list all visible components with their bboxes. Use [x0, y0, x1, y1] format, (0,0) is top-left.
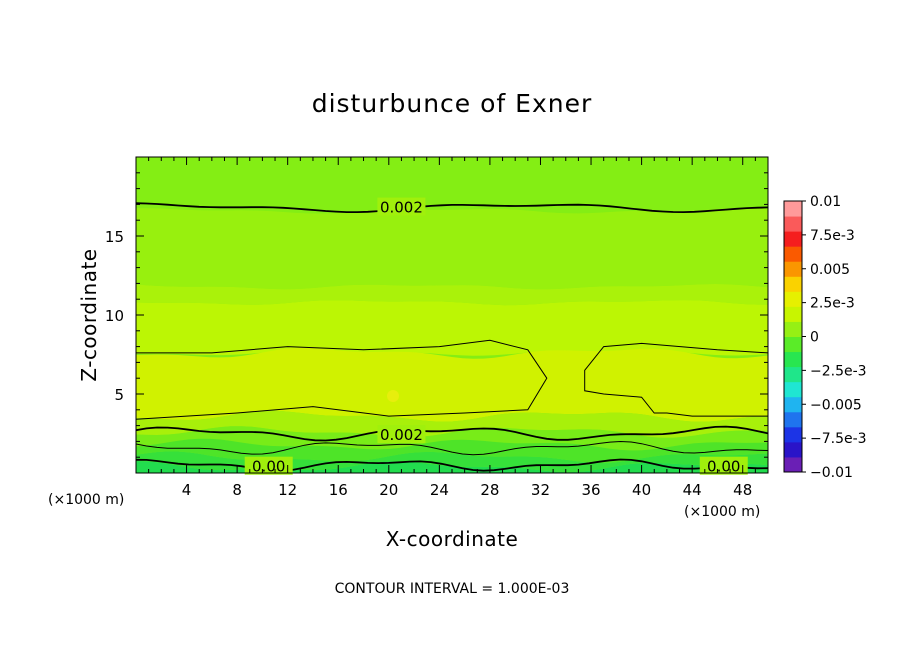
x-tick-label: 12: [278, 481, 297, 499]
x-unit-right: (×1000 m): [684, 504, 760, 520]
x-tick-label: 28: [480, 481, 499, 499]
y-tick-label: 15: [105, 228, 124, 246]
x-tick-label: 16: [329, 481, 348, 499]
y-tick-label: 5: [114, 386, 124, 404]
contour-label-bg: [244, 456, 293, 475]
contour-label: 0.00: [252, 458, 285, 476]
colorbar-segment: [784, 291, 802, 307]
x-axis-ticks: 4 8 12 16 20 24 28 32 36 40 44 48: [135, 157, 769, 499]
colorbar-segment: [784, 321, 802, 337]
colorbar-segment: [784, 456, 802, 473]
contour-band: [136, 347, 768, 422]
x-tick-label: 44: [683, 481, 702, 499]
contour-label: 0.002: [380, 426, 423, 444]
colorbar-segment: [784, 351, 802, 368]
contour-labels: 0.002 0.002 0.00 0.00: [244, 197, 748, 476]
chart-title: disturbunce of Exner: [312, 89, 593, 118]
contour-lines: [136, 202, 768, 472]
colorbar-segment: [784, 306, 802, 322]
x-tick-label: 20: [379, 481, 398, 499]
colorbar: 0.01 7.5e-3 0.005 2.5e-3 0 −2.5e-3 −0.005 −7.5e…: [783, 194, 867, 481]
plot-area: [136, 157, 768, 473]
contour-line: [136, 202, 768, 214]
colorbar-tick-label: −2.5e-3: [810, 363, 867, 379]
contour-band: [136, 410, 768, 438]
colorbar-segment: [784, 261, 802, 277]
contour-line-closed: [136, 339, 548, 420]
colorbar-tick-label: −0.01: [810, 465, 853, 481]
x-tick-label: 4: [182, 481, 192, 499]
colorbar-segment: [784, 216, 802, 232]
colorbar-segment: [784, 366, 802, 383]
contour-band: [136, 284, 768, 306]
contour-label: 0.002: [380, 199, 423, 217]
contour-label-bg: [377, 197, 426, 216]
x-unit-left: (×1000 m): [48, 492, 124, 508]
colorbar-tick-label: 0: [810, 330, 819, 346]
contour-line: [136, 440, 768, 456]
x-axis-label: X-coordinate: [386, 527, 519, 551]
colorbar-segment: [784, 336, 802, 353]
colorbar-tick-label: 7.5e-3: [810, 228, 855, 244]
contour-band: [136, 208, 768, 290]
local-maximum-spot: [387, 390, 399, 402]
x-tick-label: 36: [581, 481, 600, 499]
colorbar-tick-label: −0.005: [810, 397, 862, 413]
contour-label-bg: [699, 456, 748, 475]
y-axis-ticks: 5 10 15: [105, 156, 768, 474]
contour-line: [136, 458, 768, 472]
colorbar-tick-label: 0.005: [810, 262, 850, 278]
colorbar-tick-label: −7.5e-3: [810, 431, 867, 447]
colorbar-segment: [784, 381, 802, 398]
colorbar-tick-label: 0.01: [810, 194, 841, 210]
contour-line: [136, 425, 768, 442]
colorbar-segment: [784, 396, 802, 413]
x-tick-label: 8: [232, 481, 242, 499]
contour-label-bg: [377, 425, 426, 444]
y-axis-label: Z-coordinate: [77, 248, 101, 381]
x-tick-label: 40: [632, 481, 651, 499]
colorbar-segment: [784, 201, 802, 217]
contour-band: [136, 451, 768, 473]
contour-band: [136, 426, 768, 451]
colorbar-segment: [784, 246, 802, 262]
contour-interval-footer: CONTOUR INTERVAL = 1.000E-03: [335, 581, 570, 597]
contour-bands: [136, 157, 768, 473]
contour-line-closed: [584, 342, 768, 417]
contour-band: [136, 300, 768, 356]
x-tick-label: 48: [733, 481, 752, 499]
contour-label: 0.00: [707, 458, 740, 476]
colorbar-segment: [784, 411, 802, 428]
colorbar-segment: [784, 231, 802, 247]
contour-band: [136, 157, 768, 214]
colorbar-segment: [784, 441, 802, 458]
colorbar-tick-label: 2.5e-3: [810, 296, 855, 312]
contour-band: [136, 438, 768, 463]
colorbar-segment: [784, 426, 802, 443]
x-tick-label: 32: [531, 481, 550, 499]
x-tick-label: 24: [430, 481, 449, 499]
colorbar-segment: [784, 276, 802, 292]
y-tick-label: 10: [105, 307, 124, 325]
